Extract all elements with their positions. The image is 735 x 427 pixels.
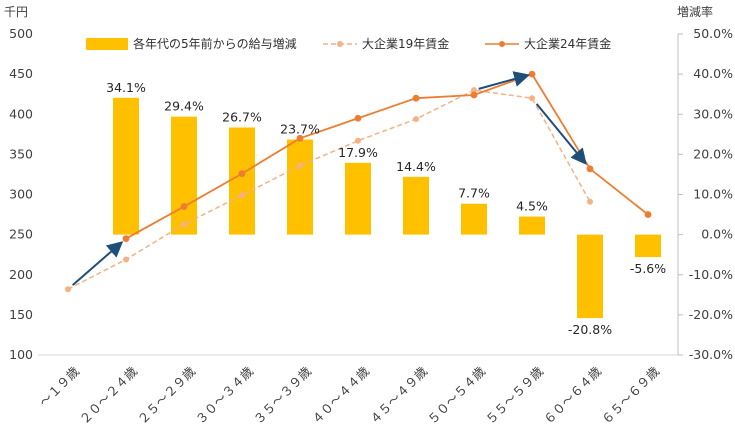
line-series — [65, 70, 652, 293]
category-label: ６０～６４歳 — [540, 363, 604, 427]
point-2024 — [238, 170, 246, 178]
bar-value-label: 34.1% — [106, 80, 146, 95]
bar-value-label: 4.5% — [516, 199, 548, 214]
bar — [461, 203, 487, 235]
left-tick-label: 200 — [9, 267, 33, 282]
point-2019 — [355, 137, 361, 144]
point-2019 — [297, 162, 303, 169]
category-label: ２５～２９歳 — [134, 363, 198, 427]
point-2019 — [123, 256, 129, 263]
bar-value-label: 23.7% — [280, 122, 320, 137]
point-2024 — [528, 70, 536, 78]
left-tick-label: 500 — [9, 26, 33, 41]
point-2019 — [65, 286, 71, 293]
legend-label-2019: 大企業19年賃金 — [362, 36, 449, 51]
point-2019 — [471, 87, 477, 94]
bar — [403, 176, 429, 235]
bar — [229, 127, 255, 235]
bar — [287, 139, 313, 235]
category-label: ３５～３９歳 — [250, 363, 314, 427]
right-tick-label: -30.0% — [689, 347, 733, 362]
bar-value-label: 17.9% — [338, 145, 378, 160]
category-label: ４０～４４歳 — [308, 363, 372, 427]
right-tick-label: 20.0% — [693, 146, 733, 161]
line-2024 — [125, 73, 649, 240]
point-2019 — [181, 221, 187, 228]
bar-value-label: -5.6% — [630, 261, 666, 276]
right-tick-label: 10.0% — [693, 187, 733, 202]
left-axis-ticks: 100 150 200 250 300 350 400 450 500 — [9, 26, 33, 362]
line-2019 — [67, 89, 591, 290]
right-tick-label: 40.0% — [693, 66, 733, 81]
right-tick-label: 50.0% — [693, 26, 733, 41]
point-2024 — [122, 235, 130, 243]
left-tick-label: 250 — [9, 227, 33, 242]
bar — [519, 216, 545, 235]
point-2019 — [413, 116, 419, 123]
legend-swatch-bar — [86, 38, 128, 50]
bar-value-label: -20.8% — [568, 322, 612, 337]
point-2024 — [644, 211, 652, 218]
category-label: ５０～５４歳 — [424, 363, 488, 427]
legend-label-2024: 大企業24年賃金 — [524, 36, 611, 51]
point-2019 — [529, 95, 535, 102]
legend-marker-2019 — [337, 41, 343, 47]
right-tick-label: 30.0% — [693, 106, 733, 121]
point-2024 — [354, 114, 362, 122]
point-2019 — [239, 192, 245, 199]
bar — [635, 234, 661, 258]
category-label: ～１９歳 — [36, 363, 82, 409]
right-axis-ticks: -30.0% -20.0% -10.0% 0.0% 10.0% 20.0% 30.0% 40.… — [678, 26, 733, 362]
category-label: ２０～２４歳 — [76, 363, 140, 427]
legend-marker-2024 — [499, 41, 505, 47]
category-labels: ～１９歳２０～２４歳２５～２９歳３０～３４歳３５～３９歳４０～４４歳４５～４９歳… — [36, 363, 662, 427]
trend-arrow — [535, 103, 587, 165]
left-tick-label: 100 — [9, 347, 33, 362]
trend-arrow — [478, 71, 531, 90]
point-2024 — [470, 91, 478, 99]
right-tick-label: 0.0% — [701, 227, 733, 242]
point-2024 — [180, 203, 188, 210]
category-label: ３０～３４歳 — [192, 363, 256, 427]
bar — [171, 116, 197, 235]
bar — [345, 162, 371, 235]
left-tick-label: 400 — [9, 106, 33, 121]
point-2024 — [296, 134, 304, 142]
left-tick-label: 300 — [9, 187, 33, 202]
bar — [113, 97, 139, 235]
legend: 各年代の5年前からの給与増減 大企業19年賃金 大企業24年賃金 — [86, 36, 611, 51]
category-label: ５５～５９歳 — [482, 363, 546, 427]
bar-value-label: 7.7% — [458, 186, 490, 201]
bar-value-label: 26.7% — [222, 109, 262, 124]
left-axis-unit: 千円 — [4, 5, 28, 19]
legend-label-bar: 各年代の5年前からの給与増減 — [133, 36, 297, 51]
right-tick-label: -10.0% — [689, 267, 733, 282]
category-label: ６５～６９歳 — [598, 363, 662, 427]
left-tick-label: 350 — [9, 146, 33, 161]
bar — [577, 234, 603, 319]
trend-arrow — [71, 241, 124, 286]
point-2024 — [412, 94, 420, 102]
left-tick-label: 150 — [9, 307, 33, 322]
left-tick-label: 450 — [9, 66, 33, 81]
point-2024 — [586, 165, 594, 173]
bar-series — [113, 97, 661, 319]
right-tick-label: -20.0% — [689, 307, 733, 322]
bar-value-label: 14.4% — [396, 159, 436, 174]
bar-value-label: 29.4% — [164, 99, 204, 114]
bar-data-labels: 34.1% 29.4% 26.7% 23.7% 17.9% 14.4% 7.7% 4.5% -2… — [106, 80, 666, 337]
annotation-arrows — [71, 71, 587, 286]
category-label: ４５～４９歳 — [366, 363, 430, 427]
point-2019 — [587, 198, 593, 205]
right-axis-unit: 増減率 — [677, 4, 713, 19]
